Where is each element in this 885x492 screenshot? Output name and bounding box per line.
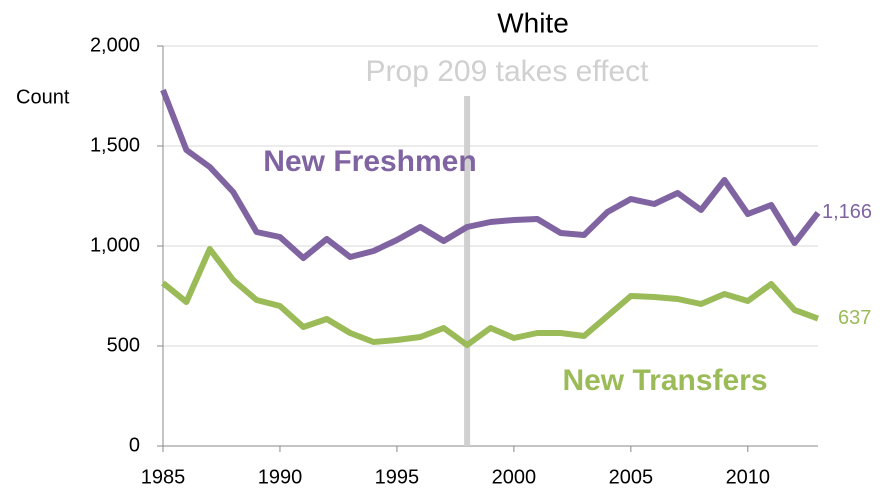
annotation-text: Prop 209 takes effect	[366, 55, 650, 88]
series-line	[161, 246, 820, 348]
value-label: 637	[838, 307, 871, 329]
y-axis-label: Count	[16, 86, 70, 108]
value-label: 1,166	[822, 201, 872, 223]
y-tick-label: 1,500	[90, 134, 140, 156]
x-tick-label: 2000	[492, 466, 537, 488]
y-tick-label: 1,000	[90, 234, 140, 256]
series-label: New Transfers	[562, 364, 767, 397]
series-line	[160, 88, 821, 261]
x-tick-label: 2010	[726, 466, 771, 488]
y-tick-label: 2,000	[90, 34, 140, 56]
x-tick-label: 2005	[609, 466, 654, 488]
x-tick-label: 1985	[141, 466, 186, 488]
y-tick-label: 0	[129, 434, 140, 456]
x-tick-label: 1990	[258, 466, 303, 488]
y-tick-label: 500	[107, 334, 140, 356]
x-tick-label: 1995	[375, 466, 420, 488]
series-label: New Freshmen	[263, 145, 476, 178]
chart-title: White	[497, 7, 569, 38]
